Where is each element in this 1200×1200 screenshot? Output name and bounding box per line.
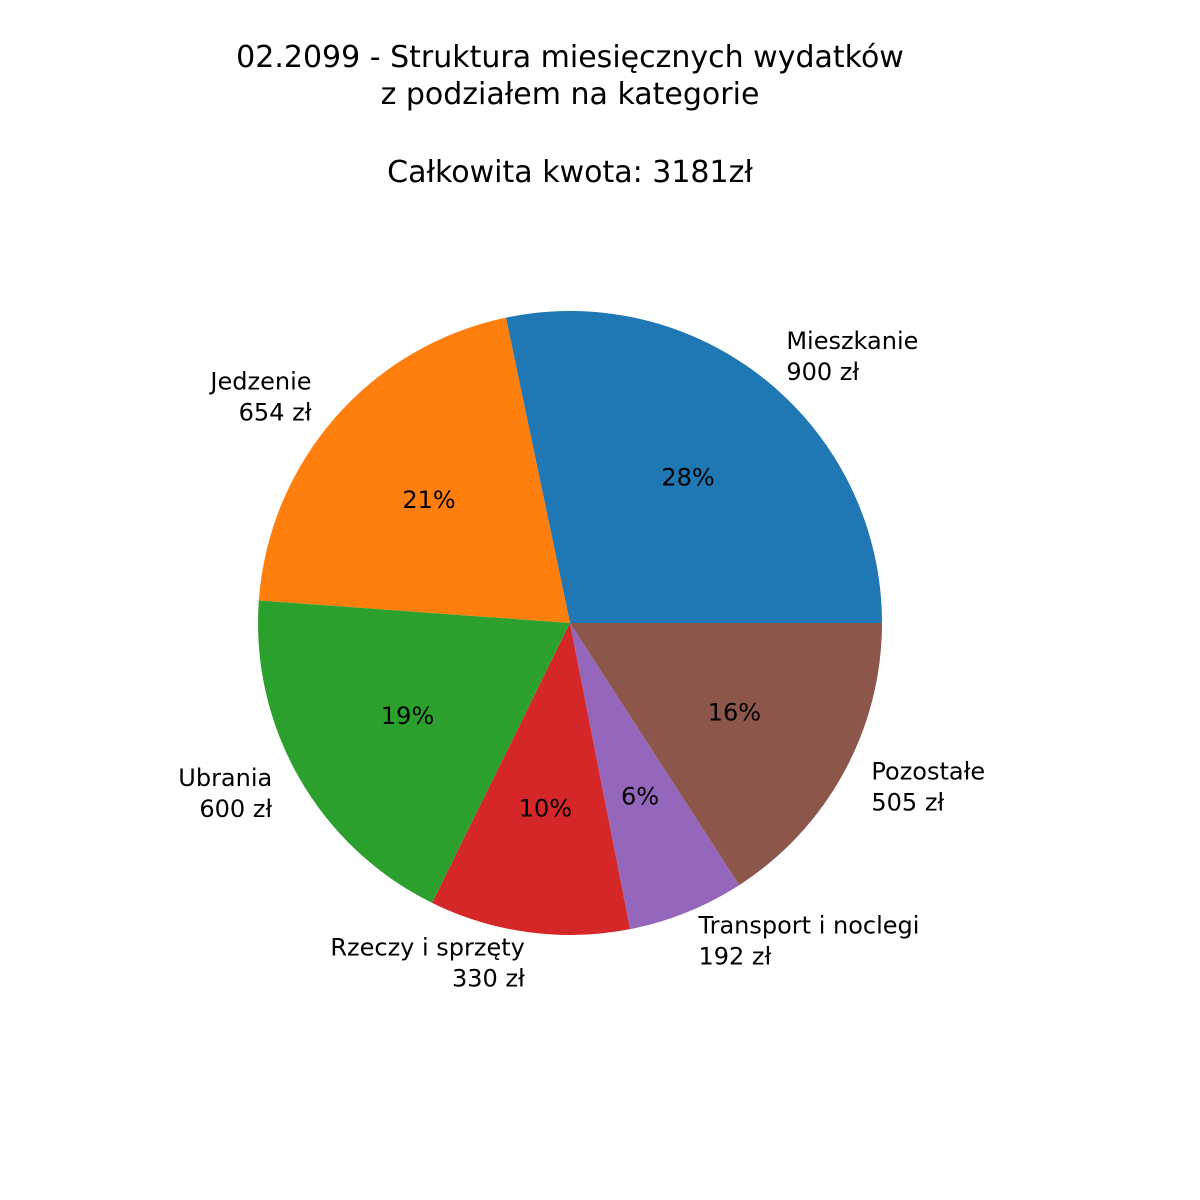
pie-percent-label-5: 16% — [708, 699, 761, 727]
chart-title: 02.2099 - Struktura miesięcznych wydatkó… — [236, 40, 904, 190]
pie-slice-1 — [258, 317, 570, 623]
pie-slices — [258, 311, 883, 935]
pie-category-label-1: Jedzenie 654 zł — [208, 368, 311, 427]
pie-category-name-3: Rzeczy i sprzęty — [330, 934, 525, 962]
pie-percent-label-0: 28% — [661, 464, 714, 492]
pie-category-name-1: Jedzenie — [208, 368, 311, 396]
pie-slice-4 — [570, 623, 740, 930]
pie-slice-2 — [258, 600, 570, 903]
pie-category-label-3: Rzeczy i sprzęty 330 zł — [330, 934, 525, 993]
pie-category-name-4: Transport i noclegi — [697, 912, 919, 940]
pie-category-name-5: Pozostałe — [871, 758, 985, 786]
pie-category-amount-3: 330 zł — [452, 965, 525, 993]
pie-percent-label-2: 19% — [381, 702, 434, 730]
pie-slice-0 — [505, 311, 883, 623]
pie-category-label-0: Mieszkanie 900 zł — [786, 327, 918, 386]
pie-percent-label-3: 10% — [519, 795, 572, 823]
pie-category-amount-4: 192 zł — [698, 943, 771, 971]
pie-category-label-5: Pozostałe 505 zł — [871, 758, 985, 817]
pie-category-amount-0: 900 zł — [786, 358, 859, 386]
pie-category-amount-2: 600 zł — [199, 795, 272, 823]
pie-category-labels: Mieszkanie 900 zł Jedzenie 654 zł Ubrania 600… — [178, 327, 985, 993]
pie-category-label-4: Transport i noclegi 192 zł — [697, 912, 919, 971]
pie-category-name-2: Ubrania — [178, 764, 272, 792]
pie-category-name-0: Mieszkanie — [786, 327, 918, 355]
pie-slice-3 — [432, 623, 631, 935]
pie-category-amount-5: 505 zł — [871, 789, 944, 817]
pie-percent-label-1: 21% — [402, 486, 455, 514]
pie-category-label-2: Ubrania 600 zł — [178, 764, 272, 823]
chart-title-line-2: z podziałem na kategorie — [381, 77, 760, 112]
pie-percent-label-4: 6% — [621, 783, 659, 811]
chart-title-total: Całkowita kwota: 3181zł — [387, 155, 753, 190]
pie-slice-5 — [570, 623, 882, 886]
chart-title-line-1: 02.2099 - Struktura miesięcznych wydatkó… — [236, 40, 904, 75]
pie-category-amount-1: 654 zł — [239, 399, 312, 427]
pie-percent-labels: 28% 21% 19% 10% 6% 16% — [381, 464, 761, 823]
